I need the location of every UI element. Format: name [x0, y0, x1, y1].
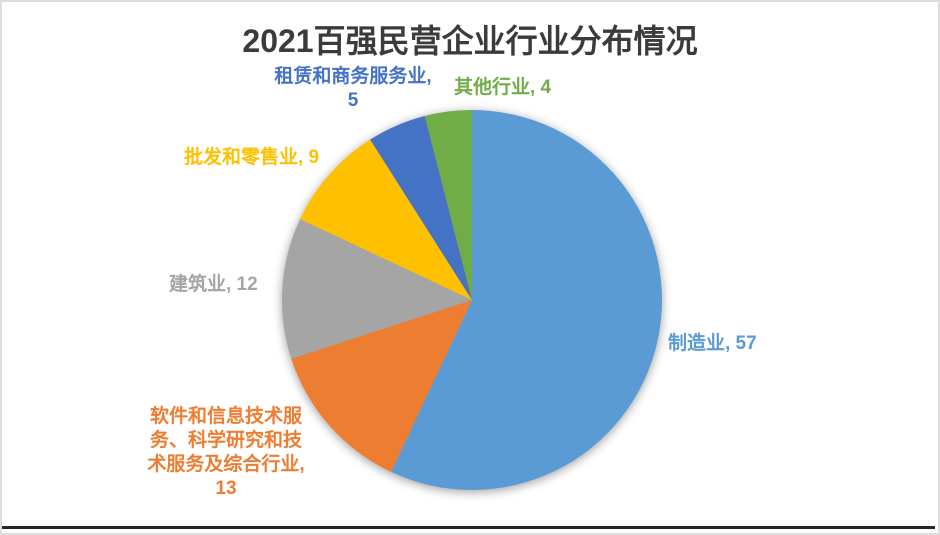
chart-title: 2021百强民营企业行业分布情况 — [242, 23, 698, 59]
pie-slice-3 — [300, 139, 472, 300]
pie-slice-1 — [291, 300, 472, 472]
data-label-construction: 建筑业, 12 — [169, 274, 258, 295]
pie-slices-group — [281, 110, 662, 490]
data-label-manufacturing: 制造业, 57 — [668, 333, 757, 354]
data-label-leasing-business-services: 租赁和商务服务业, 5 — [274, 66, 432, 111]
pie-slice-2 — [281, 219, 472, 359]
pie-slice-5 — [424, 110, 472, 300]
pie-slice-0 — [391, 110, 662, 490]
data-label-software-it-research-services: 软件和信息技术服 务、科学研究和技 术服务及综合行业, 13 — [147, 406, 305, 499]
bottom-divider-line — [2, 526, 935, 529]
data-label-other-industries: 其他行业, 4 — [454, 77, 552, 98]
pie-slice-4 — [370, 115, 472, 300]
data-label-wholesale-retail: 批发和零售业, 9 — [184, 147, 320, 168]
